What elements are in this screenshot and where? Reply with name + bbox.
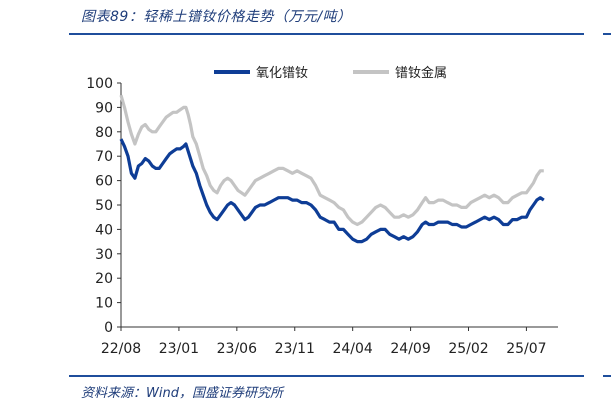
y-tick-label: 40 — [95, 222, 113, 238]
x-tick-label: 25/02 — [448, 341, 488, 357]
y-tick-label: 0 — [104, 320, 113, 336]
x-tick-label: 23/06 — [217, 341, 257, 357]
x-tick-label: 24/09 — [390, 341, 430, 357]
legend: 氧化镨钕 镨钕金属 — [214, 65, 447, 81]
y-axis: 0 10 20 30 40 50 60 70 80 90 100 — [86, 76, 122, 336]
y-tick-label: 60 — [95, 174, 113, 190]
y-tick-label: 90 — [95, 100, 113, 116]
x-tick-label: 23/01 — [159, 341, 199, 357]
x-axis: 22/08 23/01 23/06 23/11 24/04 24/09 25/02 25/07 — [101, 326, 558, 357]
y-tick-label: 10 — [95, 296, 113, 312]
legend-label-0: 氧化镨钕 — [256, 65, 308, 81]
x-tick-label: 24/04 — [332, 341, 372, 357]
x-tick-label: 23/11 — [275, 341, 315, 357]
title-rule — [69, 33, 584, 35]
y-tick-label: 70 — [95, 149, 113, 165]
source-rule — [69, 375, 584, 377]
y-tick-label: 100 — [86, 76, 113, 92]
figure-title: 图表89：轻稀土镨钕价格走势（万元/吨） — [81, 9, 352, 25]
legend-label-1: 镨钕金属 — [395, 65, 447, 81]
y-tick-label: 20 — [95, 271, 113, 287]
edge-mark-top — [603, 33, 611, 35]
price-line-chart: 0 10 20 30 40 50 60 70 80 90 100 22/08 23/01 23/06 23… — [86, 65, 558, 357]
series-line-1 — [119, 94, 544, 227]
source-note: 资料来源：Wind，国盛证券研究所 — [81, 386, 283, 401]
x-tick-label: 22/08 — [101, 341, 141, 357]
y-tick-label: 50 — [95, 198, 113, 214]
x-tick-label: 25/07 — [506, 341, 546, 357]
y-tick-label: 80 — [95, 125, 113, 141]
series-line-0 — [119, 138, 545, 244]
edge-mark-bottom — [603, 375, 611, 377]
series-layer — [119, 94, 545, 244]
y-tick-label: 30 — [95, 247, 113, 263]
